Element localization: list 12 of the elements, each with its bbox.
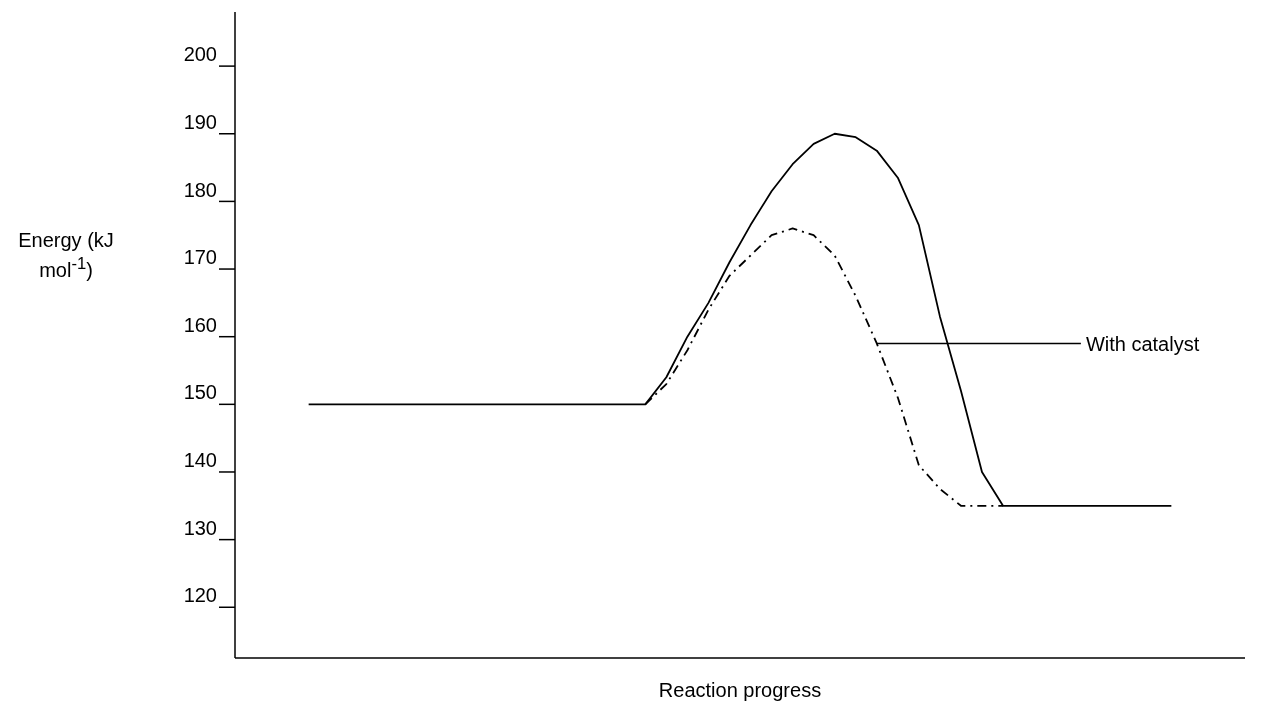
- y-tick-label: 200: [183, 43, 217, 66]
- y-tick-label: 160: [183, 313, 217, 336]
- y-tick-label: 150: [183, 381, 217, 404]
- y-tick-label: 140: [183, 449, 217, 472]
- y-axis-title: Energy (kJ mol$^{-1}$): [17, 228, 115, 282]
- y-tick-label: 130: [183, 516, 217, 539]
- y-tick-label: 170: [183, 246, 217, 269]
- y-tick-label: 190: [183, 110, 217, 133]
- x-axis-title: Reaction progress: [658, 679, 822, 701]
- text: With catalyst: [1085, 332, 1200, 355]
- y-tick-label: 180: [183, 178, 217, 201]
- y-tick-label: 120: [183, 584, 217, 607]
